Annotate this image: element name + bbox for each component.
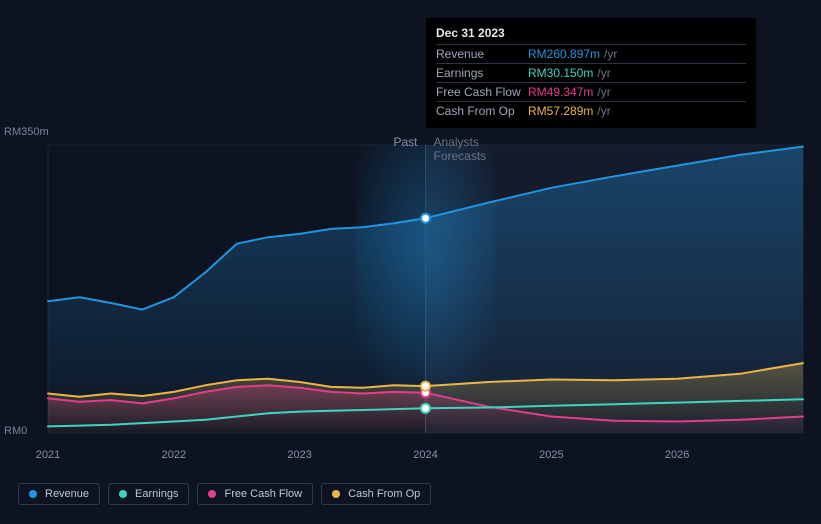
x-tick: 2023 xyxy=(287,449,311,461)
chart-plot: Past Analysts Forecasts xyxy=(18,125,803,445)
tooltip-row-unit: /yr xyxy=(597,85,610,99)
legend-label: Cash From Op xyxy=(348,488,420,500)
tooltip-row: Free Cash FlowRM49.347m/yr xyxy=(436,82,746,101)
legend-item-revenue[interactable]: Revenue xyxy=(18,483,100,505)
legend-label: Earnings xyxy=(135,488,178,500)
earnings-dot-icon xyxy=(119,490,127,498)
earnings-marker xyxy=(421,404,430,413)
tooltip-row-value: RM49.347m xyxy=(528,85,593,99)
hover-tooltip: Dec 31 2023 RevenueRM260.897m/yrEarnings… xyxy=(426,18,756,128)
tooltip-row: RevenueRM260.897m/yr xyxy=(436,44,746,63)
past-label: Past xyxy=(393,135,417,149)
chart-svg[interactable] xyxy=(18,125,803,445)
legend-label: Revenue xyxy=(45,488,89,500)
tooltip-row-value: RM260.897m xyxy=(528,47,600,61)
tooltip-row-unit: /yr xyxy=(604,47,617,61)
tooltip-row-label: Free Cash Flow xyxy=(436,85,528,99)
x-tick: 2024 xyxy=(413,449,437,461)
legend: Revenue Earnings Free Cash Flow Cash From O… xyxy=(18,483,431,505)
cfo-marker xyxy=(421,382,430,391)
legend-item-cfo[interactable]: Cash From Op xyxy=(321,483,431,505)
fcf-dot-icon xyxy=(208,490,216,498)
cfo-dot-icon xyxy=(332,490,340,498)
legend-item-earnings[interactable]: Earnings xyxy=(108,483,189,505)
x-tick: 2021 xyxy=(36,449,60,461)
tooltip-row-label: Revenue xyxy=(436,47,528,61)
x-tick: 2026 xyxy=(665,449,689,461)
tooltip-row-unit: /yr xyxy=(597,104,610,118)
tooltip-row-label: Cash From Op xyxy=(436,104,528,118)
tooltip-row: Cash From OpRM57.289m/yr xyxy=(436,101,746,120)
forecast-label: Analysts Forecasts xyxy=(434,135,487,163)
tooltip-row-unit: /yr xyxy=(597,66,610,80)
tooltip-row-label: Earnings xyxy=(436,66,528,80)
legend-item-fcf[interactable]: Free Cash Flow xyxy=(197,483,313,505)
revenue-dot-icon xyxy=(29,490,37,498)
legend-label: Free Cash Flow xyxy=(224,488,302,500)
tooltip-row: EarningsRM30.150m/yr xyxy=(436,63,746,82)
x-tick: 2025 xyxy=(539,449,563,461)
revenue-marker xyxy=(421,214,430,223)
tooltip-row-value: RM57.289m xyxy=(528,104,593,118)
tooltip-row-value: RM30.150m xyxy=(528,66,593,80)
tooltip-date: Dec 31 2023 xyxy=(436,24,746,44)
x-tick: 2022 xyxy=(162,449,186,461)
